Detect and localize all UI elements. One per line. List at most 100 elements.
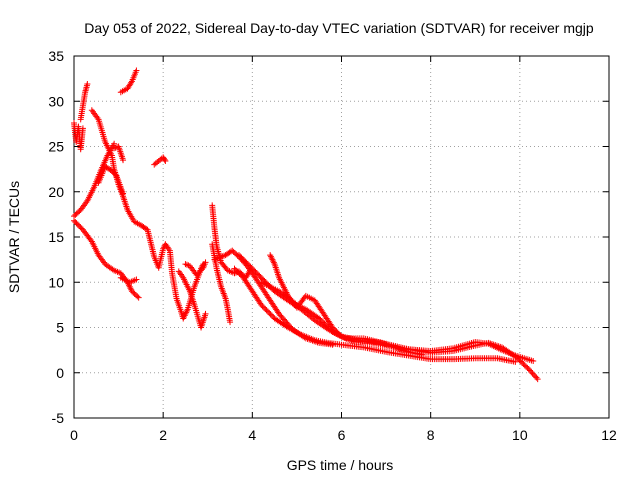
data-point [260,304,267,311]
data-point [231,250,238,257]
y-axis-label: SDTVAR / TECUs [6,181,22,293]
series-arc-2 [71,217,142,301]
y-tick-label: 30 [48,93,64,109]
series-arc-7 [117,274,140,286]
data-point [524,364,531,371]
x-tick-label: 4 [248,427,256,443]
y-tick-label: 0 [56,365,64,381]
data-point [196,269,203,276]
x-axis-label: GPS time / hours [287,457,394,473]
data-point [529,370,536,377]
data-point [235,269,242,276]
data-point [283,323,290,330]
data-point [73,220,80,227]
x-tick-label: 12 [601,427,617,443]
data-point [230,248,237,255]
data-point [194,270,201,277]
data-point [316,315,323,322]
series-arc-15 [211,247,336,348]
data-point [322,322,329,329]
data-point [258,275,265,282]
data-point [234,252,241,259]
data-point [231,265,238,272]
data-point [235,252,242,259]
data-point [120,157,127,164]
data-point [237,272,244,279]
data-point [521,362,528,369]
data-point [256,272,263,279]
data-point [128,79,135,86]
data-point [253,270,260,277]
data-point [335,330,342,337]
y-tick-label: 35 [48,48,64,64]
data-point [182,261,189,268]
y-tick-label: 5 [56,320,64,336]
data-point [321,320,328,327]
data-point [255,271,262,278]
data-point [418,351,425,358]
data-point [72,219,79,226]
data-point [135,294,142,301]
data-point [237,253,244,260]
series-arc-16 [231,265,519,365]
axis-ticks: 0 2 4 6 8 10 12 -5 0 5 10 15 20 25 30 35 [48,48,617,443]
data-point [131,290,138,297]
data-point [259,303,266,310]
chart-title: Day 053 of 2022, Sidereal Day-to-day VTE… [84,20,594,36]
data-point [133,67,140,74]
x-tick-label: 2 [159,427,167,443]
series-arc-3 [71,119,86,153]
series-arc-19 [267,252,425,358]
data-point [128,288,135,295]
series-arc-11 [182,259,209,279]
y-tick-label: 10 [48,274,64,290]
data-point [183,261,190,268]
data-point [74,221,81,228]
data-point [239,255,246,262]
data-point [236,270,243,277]
series-arc-12 [175,268,209,331]
data-point [193,272,200,279]
data-point [73,210,80,217]
data-point [71,217,77,224]
data-point [234,268,241,275]
data-point [530,357,537,364]
data-point [197,267,204,274]
data-point [530,371,537,378]
data-point [109,266,116,273]
data-point [202,259,209,266]
y-tick-label: -5 [52,410,65,426]
series-arc-4 [77,81,91,123]
data-point [527,367,534,374]
data-point [75,209,82,216]
data-point [247,263,254,270]
data-point [251,267,258,274]
data-point [233,251,240,258]
data-point [238,254,245,261]
data-point [77,224,84,231]
data-point [202,310,209,317]
data-point [72,211,79,218]
data-point [332,327,339,334]
data-point [318,318,325,325]
data-point [249,266,256,273]
data-point [324,323,331,330]
series-arc-9 [117,67,140,96]
data-point [227,319,234,326]
grid-lines [74,56,609,418]
data-point [264,308,271,315]
data-point [248,265,255,272]
data-point [242,258,249,265]
data-point [130,289,137,296]
series-arc-13 [209,202,254,281]
series-arc-8 [111,143,127,164]
data-point [523,363,530,370]
data-point [520,361,527,368]
data-point [133,276,140,283]
series-arc-10 [151,154,169,168]
data-point [162,157,169,164]
data-points [71,67,541,383]
data-point [532,373,539,380]
data-point [333,328,340,335]
data-point [258,301,265,308]
